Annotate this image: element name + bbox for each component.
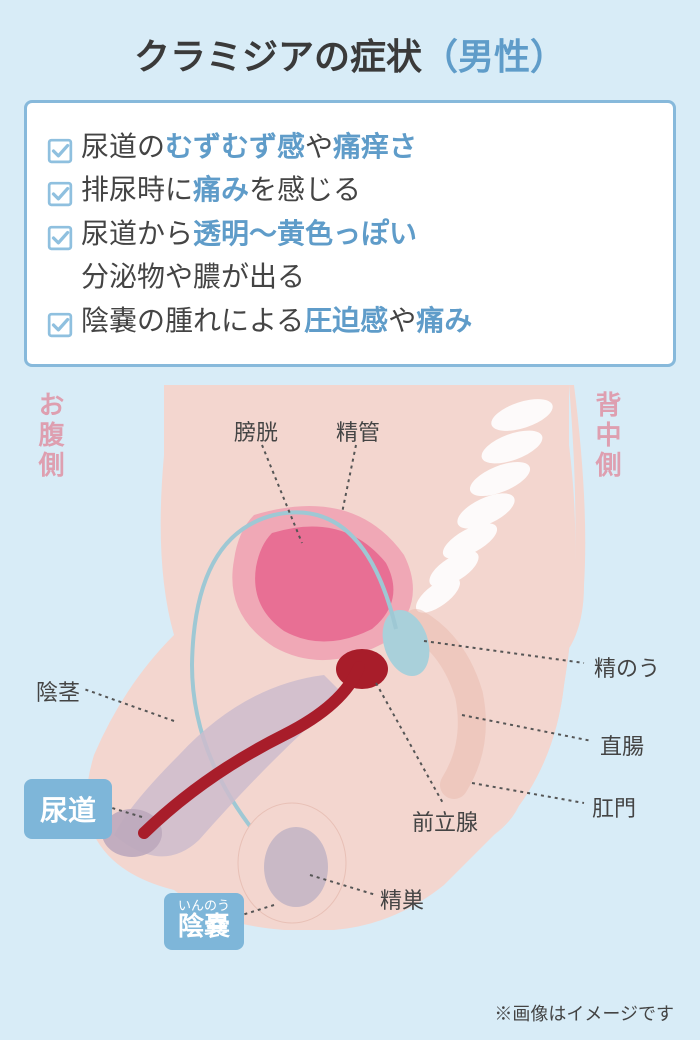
anatomy-diagram: お腹側 背中側	[24, 385, 676, 955]
label-prostate: 前立腺	[412, 805, 478, 837]
symptom-line: 陰嚢の腫れによる圧迫感や痛み	[47, 299, 653, 342]
symptom-line: 排尿時に痛みを感じる	[47, 168, 653, 211]
page-title: クラミジアの症状（男性）	[24, 28, 676, 80]
symptom-text: 排尿時に痛みを感じる	[81, 168, 653, 211]
infographic-page: クラミジアの症状（男性） 尿道のむずむず感や痛痒さ排尿時に痛みを感じる尿道から透…	[0, 0, 700, 1040]
symptom-text: 陰嚢の腫れによる圧迫感や痛み	[81, 299, 653, 342]
check-icon	[47, 176, 73, 202]
check-icon	[47, 307, 73, 333]
label-vas-deferens: 精管	[336, 415, 380, 447]
symptom-text: 尿道のむずむず感や痛痒さ	[81, 125, 653, 168]
tag-urethra: 尿道	[24, 779, 112, 839]
check-icon	[47, 133, 73, 159]
tag-scrotum: いんのう 陰嚢	[164, 893, 244, 950]
title-main: クラミジアの症状	[134, 36, 422, 77]
label-testis: 精巣	[380, 883, 424, 915]
symptom-text: 尿道から透明〜黄色っぽい	[81, 212, 653, 255]
anatomy-svg	[24, 385, 676, 955]
label-seminal-vesicle: 精のう	[594, 651, 660, 683]
symptom-text: 分泌物や膿が出る	[81, 255, 653, 298]
symptom-line: 尿道から透明〜黄色っぽい	[47, 212, 653, 255]
label-rectum: 直腸	[600, 729, 644, 761]
label-penis: 陰茎	[36, 675, 80, 707]
label-anus: 肛門	[592, 791, 636, 823]
symptom-box: 尿道のむずむず感や痛痒さ排尿時に痛みを感じる尿道から透明〜黄色っぽい分泌物や膿が…	[24, 100, 676, 367]
footnote: ※画像はイメージです	[494, 1000, 674, 1026]
label-bladder: 膀胱	[234, 415, 278, 447]
check-icon	[47, 220, 73, 246]
symptom-line-cont: 分泌物や膿が出る	[47, 255, 653, 298]
title-sub: （男性）	[422, 36, 566, 77]
symptom-line: 尿道のむずむず感や痛痒さ	[47, 125, 653, 168]
tag-scrotum-main: 陰嚢	[178, 911, 230, 941]
testis-shape	[264, 827, 328, 907]
